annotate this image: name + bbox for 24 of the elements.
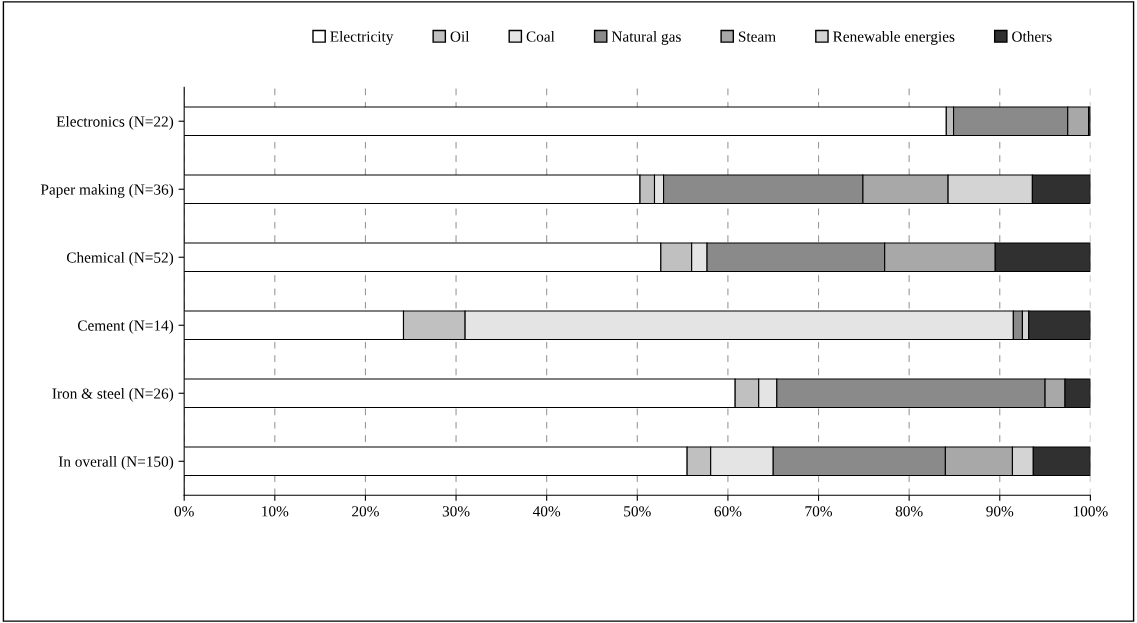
x-tick-label: 100%	[1073, 506, 1108, 517]
y-tick-label: In overall (N=150)	[58, 455, 174, 470]
legend-label: Natural gas	[611, 31, 681, 45]
y-tick-label: Paper making (N=36)	[40, 183, 174, 198]
y-tick-label: Cement (N=14)	[77, 319, 174, 334]
legend-label: Renewable energies	[833, 31, 955, 45]
legend-label: Others	[1012, 31, 1052, 42]
y-tick-label: Electronics (N=22)	[56, 115, 174, 130]
x-tick-label: 10%	[262, 506, 289, 517]
legend-label: Oil	[450, 31, 470, 42]
x-tick-label: 20%	[352, 506, 379, 517]
legend-label: Electricity	[330, 31, 394, 45]
x-tick-label: 80%	[895, 506, 923, 517]
x-tick-label: 0%	[174, 506, 194, 517]
y-tick-label: Iron & steel (N=26)	[52, 387, 174, 402]
x-tick-label: 30%	[442, 506, 470, 517]
x-tick-label: 40%	[532, 506, 561, 517]
x-tick-label: 60%	[714, 506, 742, 517]
legend-label: Coal	[526, 31, 555, 42]
x-tick-label: 70%	[805, 506, 833, 517]
y-tick-label: Chemical (N=52)	[66, 251, 174, 266]
legend-label: Steam	[738, 31, 776, 42]
x-tick-label: 50%	[624, 506, 651, 517]
x-tick-label: 90%	[986, 506, 1014, 517]
